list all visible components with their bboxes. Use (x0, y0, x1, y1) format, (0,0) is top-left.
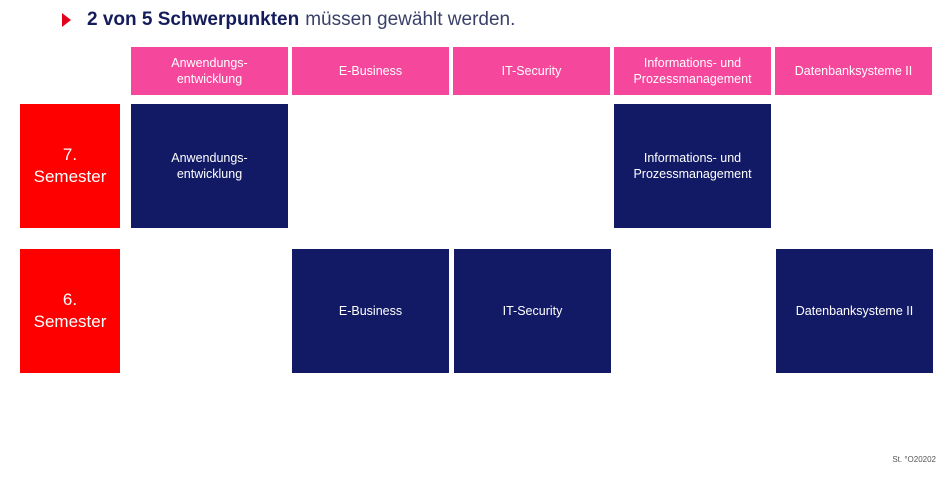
cell-7-anwendungsentwicklung: Anwendungs- entwicklung (131, 104, 288, 228)
cell-6-e-business: E-Business (292, 249, 449, 373)
header-e-business: E-Business (292, 47, 449, 95)
page-title: 2 von 5 Schwerpunkten müssen gewählt wer… (62, 6, 515, 34)
triangle-right-icon (62, 13, 71, 27)
title-strong: 2 von 5 Schwerpunkten (87, 9, 300, 30)
footer-note: St. °O20202 (892, 455, 936, 464)
header-anwendungsentwicklung: Anwendungs- entwicklung (131, 47, 288, 95)
cell-6-datenbanksysteme: Datenbanksysteme II (776, 249, 933, 373)
title-rest: müssen gewählt werden. (305, 9, 516, 30)
semester-7-label: 7. Semester (20, 104, 120, 228)
cell-6-it-security: IT-Security (454, 249, 611, 373)
header-informations-prozessmanagement: Informations- und Prozessmanagement (614, 47, 771, 95)
header-it-security: IT-Security (453, 47, 610, 95)
cell-7-informations-prozessmanagement: Informations- und Prozessmanagement (614, 104, 771, 228)
semester-6-label: 6. Semester (20, 249, 120, 373)
header-datenbanksysteme: Datenbanksysteme II (775, 47, 932, 95)
